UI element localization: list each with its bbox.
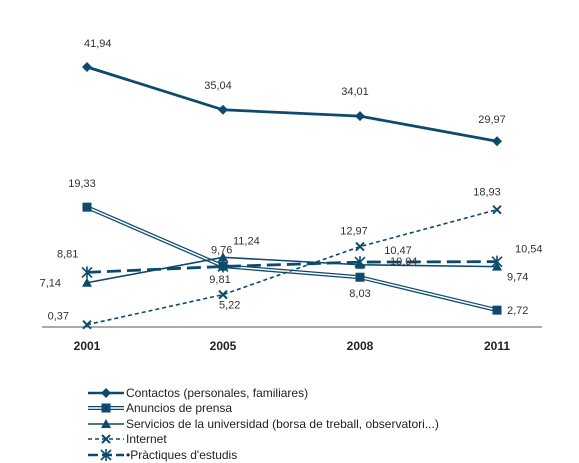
data-label: 8,81 [57,248,78,260]
series-line [86,65,498,143]
data-label: 41,94 [84,38,112,50]
legend-swatch [88,434,124,444]
data-label: 35,04 [204,80,232,92]
data-point [355,241,365,252]
legend-swatch [88,418,124,428]
legend-item: Anuncios de prensa [86,401,439,417]
data-label: 34,01 [341,86,369,98]
x-tick-label: 2005 [210,339,237,353]
legend-item: Internet [86,432,439,448]
legend-label: Contactos (personales, familiares) [126,385,309,400]
legend-item: Servicios de la universidad (borsa de tr… [86,416,439,432]
x-tick-label: 2001 [74,339,101,353]
series-line-inner [86,206,498,311]
data-label: 9,74 [507,272,528,284]
legend-swatch [88,387,124,398]
data-label: 7,14 [40,278,61,290]
data-point [491,255,503,268]
data-label: 9,76 [211,244,232,256]
data-label: 8,03 [349,288,370,300]
data-point [82,62,92,72]
series-lines [81,62,503,330]
data-label: 19,33 [68,178,96,190]
legend-marker [101,387,111,398]
data-point [81,266,93,279]
data-point [492,305,502,315]
data-point [355,272,365,282]
data-point [82,319,92,330]
data-label: 12,97 [340,226,368,238]
legend-label: Internet [126,432,167,447]
data-point [218,289,228,300]
legend-marker [101,434,111,444]
legend-label: Servicios de la universidad (borsa de tr… [126,416,439,431]
series-3 [82,252,502,287]
legend-marker [101,403,111,413]
legend-label: Anuncios de prensa [126,401,233,416]
legend-swatch [88,403,124,413]
series-5 [81,255,503,279]
data-point [355,111,365,122]
legend-label: •Pràctiques d'estudis [126,447,238,462]
data-point [492,204,502,215]
data-point [492,136,502,147]
data-label: 10,54 [515,244,543,256]
data-label: 10,04 [390,256,418,268]
x-tick-label: 2011 [484,339,510,353]
series-line [86,260,498,274]
legend-marker [100,448,112,461]
legend-item: Contactos (personales, familiares) [86,385,439,401]
data-label: 29,97 [478,114,506,126]
data-label: 9,81 [209,274,230,286]
legend-item: •Pràctiques d'estudis [86,447,439,463]
data-label: 5,22 [219,300,240,312]
data-point [82,202,92,212]
data-point [218,104,228,115]
series-4 [82,204,502,330]
series-2 [82,202,502,315]
series-line [86,208,498,326]
data-labels: 41,94 35,04 34,01 29,97 19,33 9,81 8,03 2,72 7,1… [40,38,543,323]
data-point [82,277,92,287]
data-label: 2,72 [507,305,528,317]
data-label: 18,93 [473,187,501,199]
legend: Contactos (personales, familiares) Anunci… [86,385,439,463]
data-label: 10,47 [384,245,412,257]
legend-swatch [88,448,124,461]
series-1 [82,62,502,147]
data-label: 0,37 [48,311,69,323]
x-axis-ticks: 2001 2005 2008 2011 [74,339,511,353]
data-label: 11,24 [233,235,260,247]
legend-marker [101,418,111,428]
data-point [354,256,366,269]
data-point [218,252,228,262]
x-tick-label: 2008 [347,339,374,353]
data-point [217,260,229,273]
